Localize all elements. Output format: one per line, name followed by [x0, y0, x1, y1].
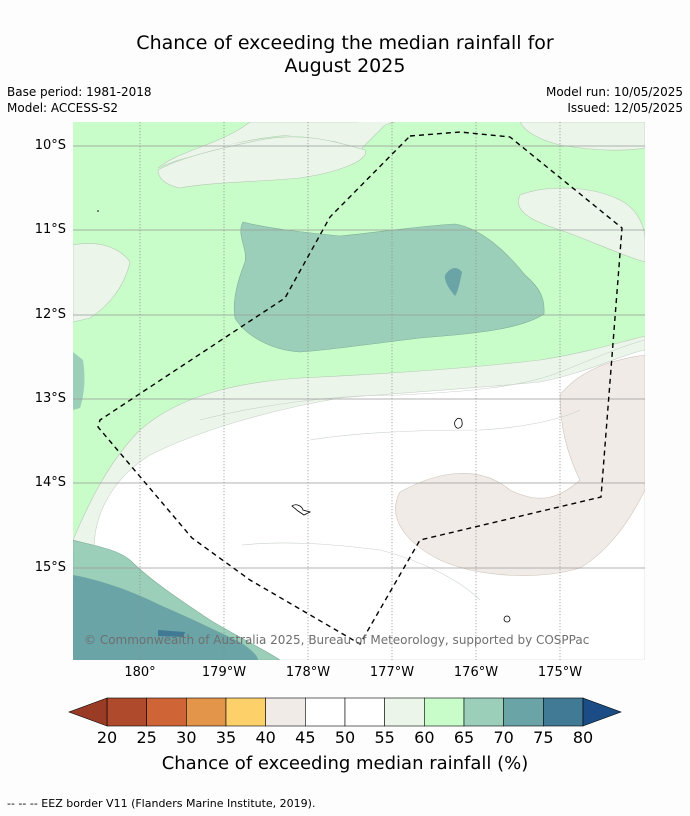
- island-marker: [97, 210, 99, 212]
- base-period: Base period: 1981-2018: [7, 85, 152, 99]
- colorbar-segment: [543, 697, 584, 727]
- latitude-label: 10°S: [34, 138, 66, 153]
- fill-55-60-top-b: [158, 122, 390, 168]
- colorbar-tick: 70: [493, 728, 514, 747]
- fill-70-75-spot: [444, 268, 462, 296]
- colorbar-tick: 50: [334, 728, 356, 747]
- model-run: Model run: 10/05/2025: [545, 85, 683, 99]
- map-area: [73, 122, 645, 660]
- colorbar-segment: [225, 697, 266, 727]
- longitude-label: 179°W: [201, 665, 247, 680]
- colorbar-tick: 45: [295, 728, 316, 747]
- latitude-label: 14°S: [34, 475, 66, 490]
- colorbar-tick: 30: [176, 728, 197, 747]
- longitude-label: 175°W: [537, 665, 583, 680]
- copyright-notice: © Commonwealth of Australia 2025, Bureau…: [84, 633, 590, 647]
- colorbar-segment: [503, 697, 544, 727]
- island-marker: [454, 417, 463, 429]
- fill-70-75-sw: [73, 575, 258, 660]
- colorbar-segment: [305, 697, 346, 727]
- latitude-label: 13°S: [34, 391, 66, 406]
- colorbar-segment: [146, 697, 187, 727]
- colorbar-segment: [186, 697, 227, 727]
- colorbar-tick: 60: [414, 728, 435, 747]
- colorbar-title: Chance of exceeding median rainfall (%): [161, 753, 529, 774]
- fill-55-60-west: [73, 243, 131, 323]
- fill-55-60-ne: [519, 122, 645, 151]
- lat-gridlines: [73, 145, 645, 569]
- longitude-label: 178°W: [285, 665, 331, 680]
- colorbar-tick: 25: [136, 728, 157, 747]
- model-name: Model: ACCESS-S2: [7, 101, 119, 115]
- fill-65-70-west-edge: [73, 352, 85, 410]
- latitude-label: 12°S: [34, 307, 66, 322]
- colorbar-segment: [106, 697, 147, 727]
- colorbar-tick: 80: [572, 728, 594, 747]
- colorbar-tick: 55: [374, 728, 395, 747]
- colorbar-under-arrow: [68, 697, 108, 727]
- map-title-line1: Chance of exceeding the median rainfall …: [136, 32, 554, 54]
- island-marker: [503, 615, 511, 623]
- fill-75-80-sw: [158, 630, 185, 637]
- fill-40-45-east: [395, 354, 645, 576]
- issued-date: Issued: 12/05/2025: [567, 101, 683, 115]
- colorbar-tick: 35: [215, 728, 237, 747]
- longitude-label: 177°W: [369, 665, 415, 680]
- colorbar-segment: [265, 697, 306, 727]
- fill-65-70-center: [233, 221, 545, 353]
- colorbar-tick: 20: [96, 728, 118, 747]
- longitude-label: 176°W: [453, 665, 499, 680]
- colorbar-segment: [344, 697, 385, 727]
- colorbar-segment: [463, 697, 504, 727]
- colorbar-segment: [384, 697, 425, 727]
- island-marker: [291, 504, 312, 516]
- eez-footnote: -- -- -- EEZ border V11 (Flanders Marine…: [7, 797, 316, 810]
- colorbar-tick: 65: [453, 728, 475, 747]
- latitude-label: 11°S: [34, 222, 66, 237]
- longitude-label: 180°: [124, 665, 156, 680]
- colorbar-segment: [424, 697, 465, 727]
- colorbar-tick: 75: [533, 728, 554, 747]
- latitude-label: 15°S: [34, 560, 66, 575]
- fill-55-60-east: [518, 187, 645, 263]
- colorbar-over-arrow: [582, 697, 622, 727]
- colorbar: [68, 697, 622, 727]
- eez-border: [97, 131, 623, 645]
- colorbar-tick: 40: [255, 728, 276, 747]
- map-title-line2: August 2025: [284, 55, 406, 77]
- fill-55-60-north: [157, 136, 366, 189]
